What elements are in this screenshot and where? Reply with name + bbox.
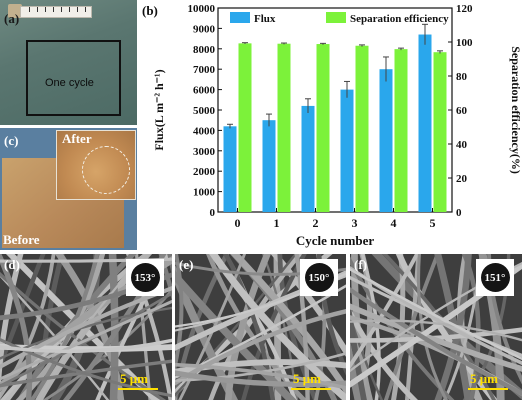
y2-tick-label: 0 xyxy=(456,207,462,219)
after-label: After xyxy=(62,131,92,146)
scale-bar xyxy=(468,388,508,390)
water-droplet-icon: 153° xyxy=(130,263,160,292)
x-tick-label: 3 xyxy=(352,216,358,230)
before-label: Before xyxy=(3,232,40,247)
y2-axis-title: Separation efficiency(%) xyxy=(509,46,522,174)
chart-panel-b: (b) 0 1000 2000 3000 4000 5000 6000 7000 8000 900… xyxy=(140,0,522,252)
y-axis-title: Flux(L m⁻² h⁻¹) xyxy=(152,69,166,150)
panel-label-f: (f) xyxy=(354,257,367,272)
flux-bar xyxy=(379,69,393,212)
test-area-ring xyxy=(82,146,130,194)
y-tick-label: 7000 xyxy=(193,64,216,76)
scale-bar xyxy=(118,388,158,390)
sem-panel-e: (e) 150° 5 μm xyxy=(175,254,346,400)
y-tick-label: 0 xyxy=(210,207,216,219)
sem-panel-f: (f) 151° 5 μm xyxy=(350,254,522,400)
x-tick-label: 2 xyxy=(313,216,319,230)
efficiency-bar xyxy=(277,43,291,213)
y-tick-label: 6000 xyxy=(193,85,216,97)
contact-angle-inset: 150° xyxy=(300,259,338,296)
panel-label-d: (d) xyxy=(4,257,20,272)
scale-bar xyxy=(291,388,331,390)
efficiency-bar xyxy=(238,43,252,212)
flux-bar xyxy=(223,126,237,212)
scale-label: 5 μm xyxy=(470,371,498,386)
binder-clip xyxy=(8,4,22,18)
contact-angle-value: 151° xyxy=(484,271,506,284)
efficiency-bar xyxy=(394,49,408,212)
panel-label-b: (b) xyxy=(142,3,158,18)
x-tick-label: 0 xyxy=(235,216,241,230)
y2-tick-label: 60 xyxy=(456,105,468,117)
panel-label-e: (e) xyxy=(179,257,194,272)
flux-efficiency-chart: 0100020003000400050006000700080009000100… xyxy=(152,3,522,248)
flux-bar xyxy=(262,120,276,212)
y-tick-label: 2000 xyxy=(193,166,216,178)
panel-label-a: (a) xyxy=(4,11,20,26)
sem-panel-d: (d) 153° 5 μm xyxy=(0,254,172,400)
plot-frame xyxy=(217,7,453,213)
y-tick-label: 1000 xyxy=(193,187,216,199)
cycle-caption: One cycle xyxy=(45,77,94,89)
y2-tick-label: 40 xyxy=(456,139,468,151)
y-tick-label: 10000 xyxy=(188,3,216,15)
y2-tick-label: 100 xyxy=(456,37,473,49)
legend-swatch-flux xyxy=(230,12,250,23)
cycle-area-box xyxy=(26,40,121,116)
flux-bar xyxy=(301,105,315,212)
scale-label: 5 μm xyxy=(293,371,321,386)
photo-panel-c: (c) After Before xyxy=(0,128,137,250)
efficiency-bar xyxy=(355,45,369,212)
panel-label-c: (c) xyxy=(4,133,19,148)
ruler xyxy=(20,6,92,18)
y2-tick-label: 80 xyxy=(456,71,468,83)
x-tick-label: 1 xyxy=(274,216,280,230)
water-droplet-icon: 150° xyxy=(304,263,334,292)
legend-label-flux: Flux xyxy=(254,13,276,25)
y-tick-label: 3000 xyxy=(193,146,216,158)
y-tick-label: 9000 xyxy=(193,23,216,35)
contact-angle-inset: 153° xyxy=(126,259,164,296)
legend-label-efficiency: Separation efficiency xyxy=(350,13,449,25)
efficiency-bar xyxy=(316,44,330,212)
x-axis-title: Cycle number xyxy=(296,233,375,248)
contact-angle-value: 150° xyxy=(308,271,330,284)
y-tick-label: 5000 xyxy=(193,105,216,117)
x-tick-label: 5 xyxy=(430,216,436,230)
flux-bar xyxy=(418,34,432,212)
contact-angle-inset: 151° xyxy=(476,259,514,296)
flux-bar xyxy=(340,89,354,212)
y-tick-label: 8000 xyxy=(193,44,216,56)
y2-tick-label: 120 xyxy=(456,3,473,15)
legend-swatch-efficiency xyxy=(326,12,346,23)
efficiency-bar xyxy=(433,52,447,213)
y-tick-label: 4000 xyxy=(193,125,216,137)
x-tick-label: 4 xyxy=(391,216,397,230)
photo-panel-a: (a) One cycle xyxy=(0,0,137,125)
scale-label: 5 μm xyxy=(120,371,148,386)
contact-angle-value: 153° xyxy=(134,271,156,284)
y2-tick-label: 20 xyxy=(456,173,468,185)
water-droplet-icon: 151° xyxy=(480,263,510,292)
